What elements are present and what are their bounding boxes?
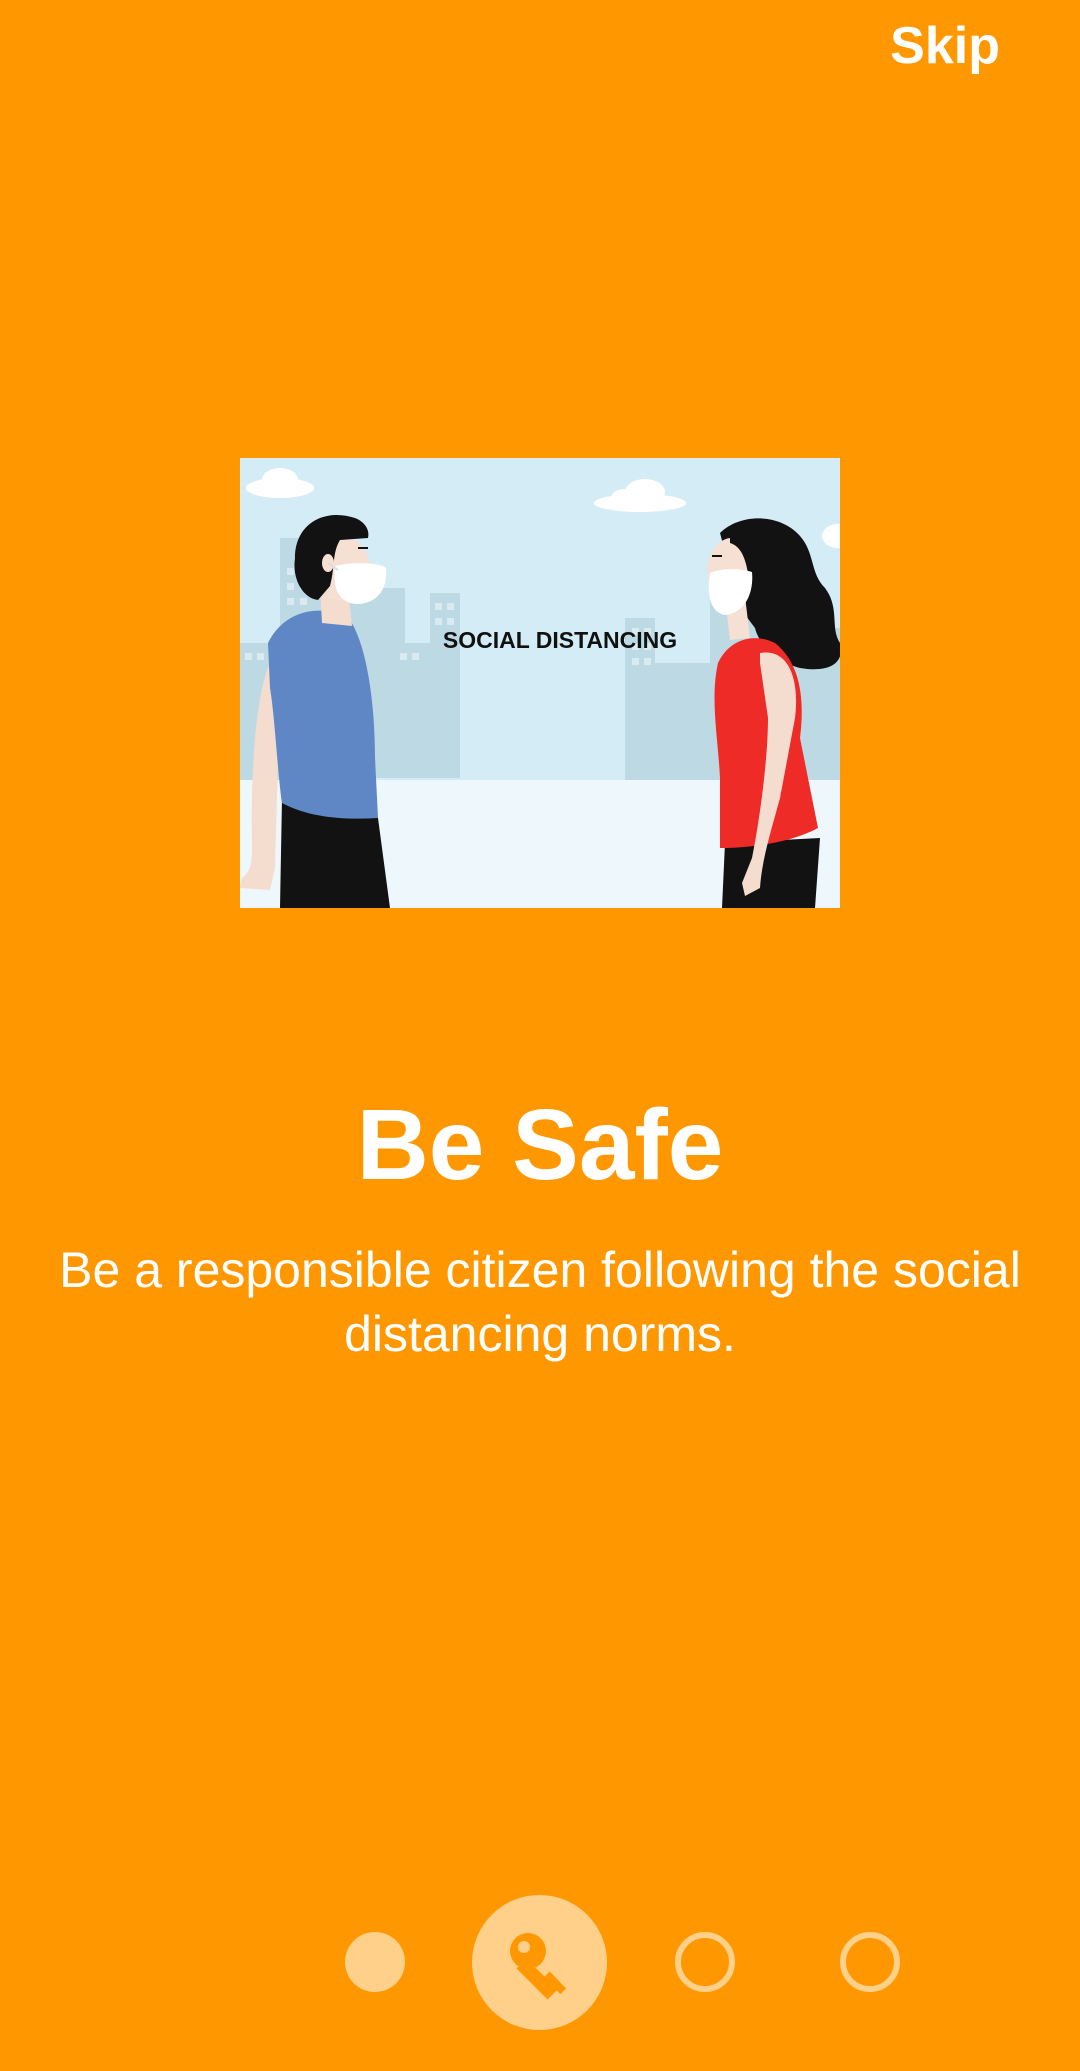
social-distancing-illustration: SOCIAL DISTANCING: [240, 458, 840, 908]
page-dot-active[interactable]: [472, 1895, 607, 2030]
key-icon: [509, 1932, 566, 2000]
page-dot-1[interactable]: [345, 1932, 405, 1992]
skip-button[interactable]: Skip: [890, 17, 1000, 75]
page-dot-4[interactable]: [840, 1932, 900, 1992]
woman-figure: [707, 518, 840, 908]
page-indicator: [0, 1895, 1080, 2030]
illustration-caption: SOCIAL DISTANCING: [443, 627, 677, 653]
man-figure: [240, 514, 390, 908]
slide-title: Be Safe: [356, 1089, 724, 1201]
page-dot-3[interactable]: [675, 1932, 735, 1992]
slide-description: Be a responsible citizen following the s…: [59, 1242, 1021, 1362]
